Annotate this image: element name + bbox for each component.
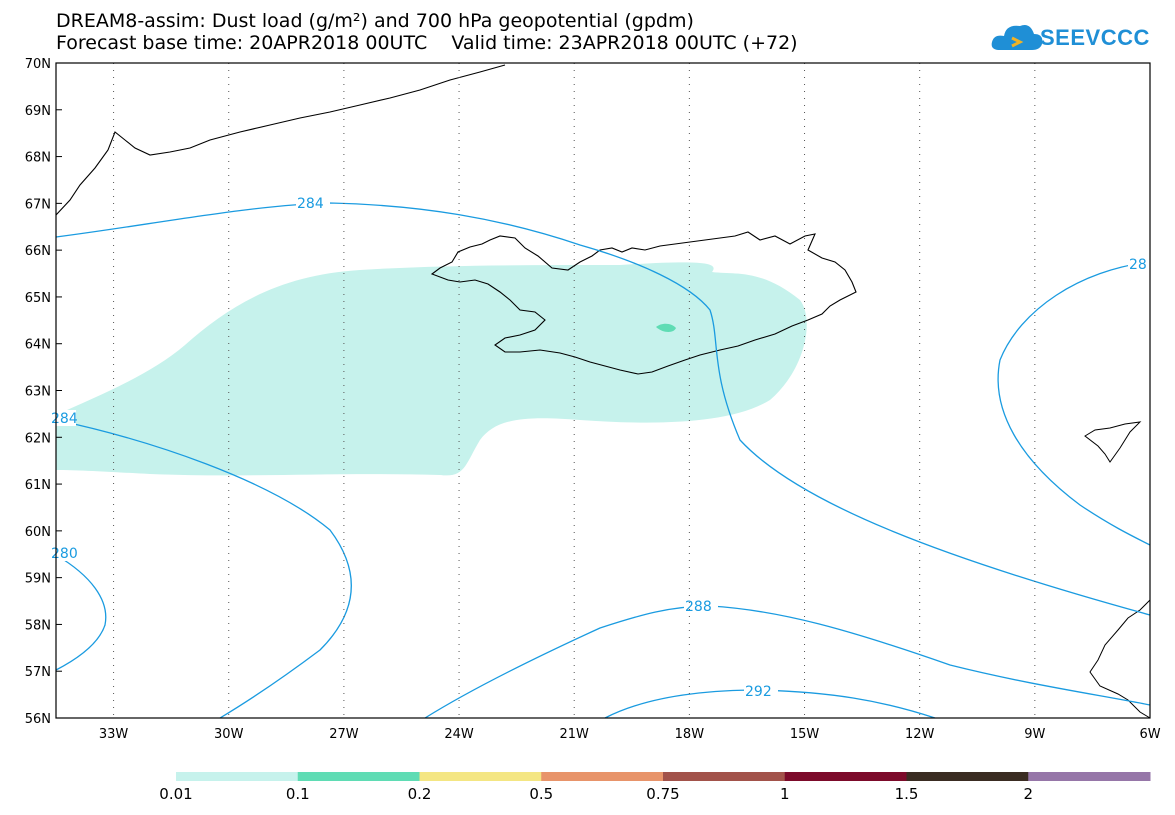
colorbar-segment: [176, 772, 299, 781]
colorbar-segment: [784, 772, 907, 781]
contour-label-280: 280: [51, 546, 78, 562]
lat-label-58N: 58N: [25, 618, 51, 633]
lat-label-57N: 57N: [25, 665, 51, 680]
dust-area-mid: [656, 323, 676, 332]
colorbar-segment: [541, 772, 664, 781]
lat-label-56N: 56N: [25, 712, 51, 727]
colorbar-segment: [1028, 772, 1151, 781]
colorbar-labels: 0.01 0.1 0.2 0.5 0.75 1 1.5 2: [159, 785, 1033, 803]
lon-label-27W: 27W: [329, 727, 359, 742]
colorbar-label-4: 0.75: [646, 785, 679, 803]
lon-label-15W: 15W: [790, 727, 820, 742]
scotland-coastline: [1089, 599, 1151, 719]
map-subtitle: Forecast base time: 20APR2018 00UTC Vali…: [56, 32, 798, 54]
colorbar-label-1: 0.1: [286, 785, 310, 803]
lon-label-33W: 33W: [99, 727, 129, 742]
lon-label-12W: 12W: [905, 727, 935, 742]
lat-label-59N: 59N: [25, 572, 51, 587]
faroe-coastline: [1084, 421, 1142, 463]
contour-288: [424, 605, 1151, 719]
colorbar-segment: [419, 772, 542, 781]
colorbar-label-3: 0.5: [529, 785, 553, 803]
iceland-coastline: [430, 231, 857, 375]
lat-label-60N: 60N: [25, 525, 51, 540]
colorbar-label-7: 2: [1023, 785, 1033, 803]
contour-280: [55, 554, 107, 671]
map-title: DREAM8-assim: Dust load (g/m²) and 700 h…: [56, 10, 694, 32]
lat-label-63N: 63N: [25, 385, 51, 400]
colorbar-label-0: 0.01: [159, 785, 192, 803]
lat-label-68N: 68N: [25, 151, 51, 166]
lon-label-9W: 9W: [1024, 727, 1045, 742]
colorbar-label-5: 1: [780, 785, 790, 803]
lon-label-18W: 18W: [675, 727, 705, 742]
contour-28-east: [997, 261, 1151, 546]
lon-label-30W: 30W: [214, 727, 244, 742]
lat-label-69N: 69N: [25, 104, 51, 119]
lon-label-6W: 6W: [1139, 727, 1160, 742]
latitude-labels: 70N 69N 68N 67N 66N 65N 64N 63N 62N 61N 60N 59N 58N 5…: [25, 57, 51, 727]
lon-label-24W: 24W: [444, 727, 474, 742]
seevccc-logo: SEEVCCC: [1040, 25, 1150, 50]
map-frame: [55, 62, 1151, 719]
lat-label-61N: 61N: [25, 478, 51, 493]
contour-284: [55, 202, 1151, 616]
colorbar-label-2: 0.2: [408, 785, 432, 803]
contour-284-west: [55, 419, 353, 719]
contour-label-284: 284: [297, 196, 324, 212]
contour-label-288: 288: [685, 599, 712, 615]
colorbar-segment: [663, 772, 786, 781]
cloud-logo-icon: [991, 25, 1043, 50]
lat-label-64N: 64N: [25, 338, 51, 353]
lat-label-67N: 67N: [25, 197, 51, 212]
colorbar-segment: [297, 772, 420, 781]
contour-label-28: 28: [1129, 257, 1147, 273]
lat-label-66N: 66N: [25, 244, 51, 259]
colorbar-label-6: 1.5: [895, 785, 919, 803]
colorbar-segment: [906, 772, 1029, 781]
longitude-labels: 33W 30W 27W 24W 21W 18W 15W 12W 9W 6W: [99, 727, 1161, 742]
contour-label-292: 292: [745, 684, 772, 700]
lon-label-21W: 21W: [560, 727, 590, 742]
greenland-coastline: [55, 64, 506, 216]
lat-label-65N: 65N: [25, 291, 51, 306]
dust-area-low: [56, 262, 807, 476]
lat-label-62N: 62N: [25, 431, 51, 446]
contour-label-284-west: 284: [51, 411, 78, 427]
colorbar: [176, 772, 1151, 781]
geopotential-contours: [55, 202, 1151, 719]
lat-label-70N: 70N: [25, 57, 51, 72]
